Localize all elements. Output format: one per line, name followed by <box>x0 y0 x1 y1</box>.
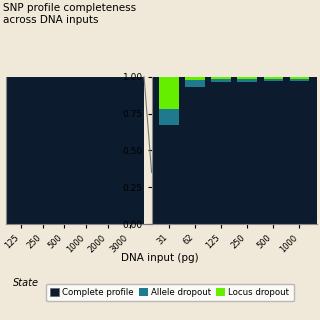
Bar <box>159 77 179 109</box>
Text: DNA input (pg): DNA input (pg) <box>121 252 199 263</box>
Bar <box>211 77 231 79</box>
Bar <box>185 81 205 87</box>
Bar <box>264 81 283 224</box>
Bar <box>159 125 179 224</box>
Bar <box>290 79 309 81</box>
Bar <box>100 0 116 224</box>
Bar <box>78 0 94 224</box>
Bar <box>185 87 205 224</box>
Legend: Complete profile, Allele dropout, Locus dropout: Complete profile, Allele dropout, Locus … <box>46 284 294 301</box>
Bar <box>290 77 309 79</box>
Bar <box>13 0 29 224</box>
Bar <box>237 79 257 82</box>
Bar <box>122 0 138 224</box>
Bar <box>159 109 179 125</box>
Bar <box>290 81 309 224</box>
Text: State: State <box>13 278 39 288</box>
Bar <box>35 0 51 224</box>
Bar <box>264 79 283 81</box>
Bar <box>185 77 205 80</box>
Bar <box>237 77 257 79</box>
Bar <box>56 0 73 224</box>
Bar <box>264 77 283 79</box>
Bar <box>237 82 257 224</box>
Text: SNP profile completeness
across DNA inputs: SNP profile completeness across DNA inpu… <box>3 3 136 25</box>
Bar <box>211 82 231 224</box>
Bar <box>211 79 231 82</box>
